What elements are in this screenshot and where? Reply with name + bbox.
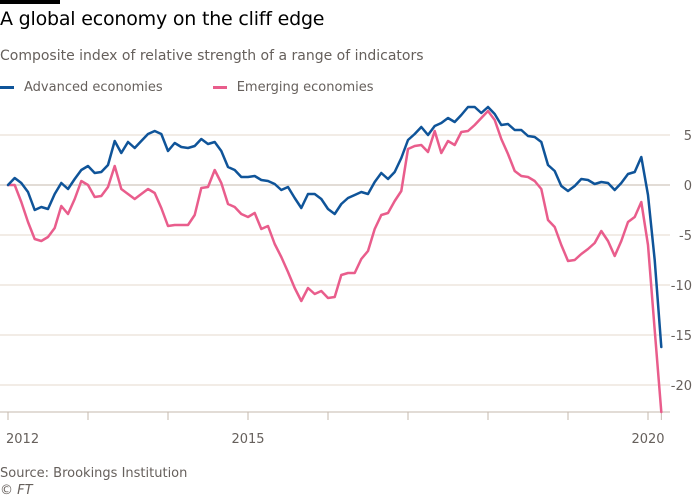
x-tick-label: 2015 [231,432,264,447]
chart-subtitle: Composite index of relative strength of … [0,48,424,64]
series-line-emerging [6,109,663,414]
chart-title: A global economy on the cliff edge [0,8,325,30]
copyright-note: © FT [0,483,33,498]
series-lines [6,105,663,414]
y-tick-label: -10 [671,279,692,294]
y-tick-label: 0 [684,179,692,194]
gridlines [0,134,670,413]
legend: Advanced economies Emerging economies [0,80,424,95]
y-tick-label: -5 [679,229,692,244]
legend-label-advanced: Advanced economies [24,80,163,95]
x-tick-label: 2020 [631,432,664,447]
legend-label-emerging: Emerging economies [236,80,374,95]
series-line-advanced [6,105,663,349]
legend-item-advanced: Advanced economies [0,80,163,95]
y-tick-label: 5 [684,129,692,144]
legend-item-emerging: Emerging economies [212,80,374,95]
y-tick-label: -15 [671,329,692,344]
x-tick-label: 2012 [6,432,39,447]
source-note: Source: Brookings Institution [0,466,188,481]
legend-swatch-emerging [212,86,227,89]
brand-bar [0,0,60,4]
x-axis: 2012 2015 2020 [6,412,665,447]
legend-swatch-advanced [0,86,14,89]
y-tick-label: -20 [671,379,692,394]
y-axis: 5 0 -5 -10 -15 -20 [671,129,692,394]
